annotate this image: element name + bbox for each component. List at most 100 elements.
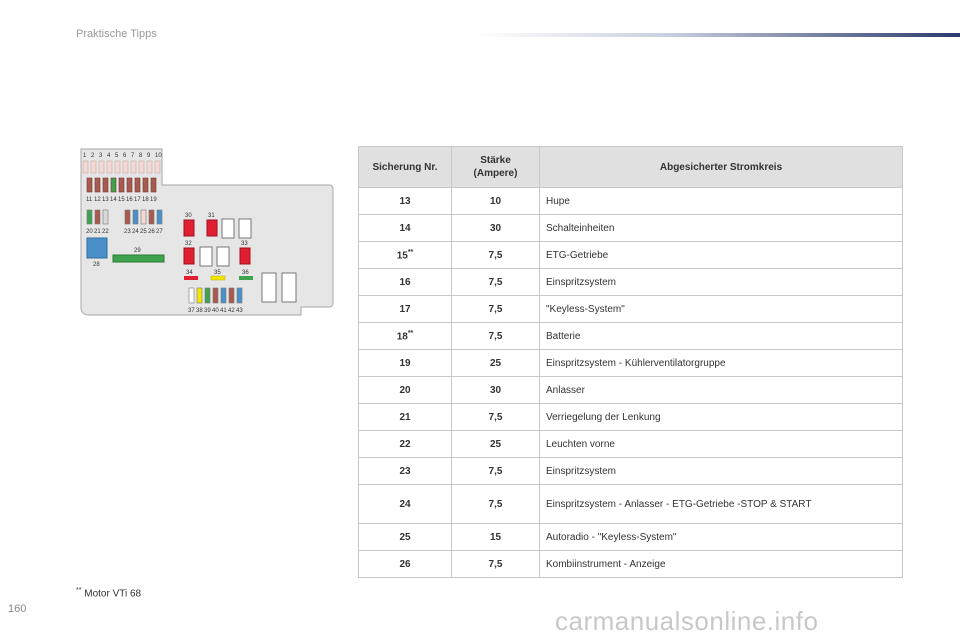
diagram-label-3: 3 xyxy=(99,153,103,159)
fuse-rating: 15 xyxy=(451,523,540,551)
fuse-number-cell: 22 xyxy=(358,430,452,458)
fuse-number: 20 xyxy=(399,384,411,396)
fuse-circuit: Einspritzsystem xyxy=(539,268,903,296)
fuse-number-cell: 19 xyxy=(358,349,452,377)
diagram-label-6: 6 xyxy=(123,153,127,159)
fuse-circuit: Kombiinstrument - Anzeige xyxy=(539,550,903,578)
diagram-label-24: 24 xyxy=(132,229,139,235)
fuse-footnote-mark: ** xyxy=(407,329,414,337)
table-row: 13 10 Hupe xyxy=(358,187,903,215)
fuse-box-diagram: 1 2 3 4 5 6 7 8 9 10 11 12 13 14 15 16 17 18 19 20 21 22 23 2… xyxy=(77,145,337,320)
mini-fuse xyxy=(86,209,93,225)
fuse-number: 14 xyxy=(399,222,411,234)
mini-fuse xyxy=(118,177,125,193)
fuse-rating: 30 xyxy=(451,376,540,404)
mini-fuse xyxy=(132,209,139,225)
fuse-number-cell: 14 xyxy=(358,214,452,242)
diagram-label-28: 28 xyxy=(93,262,100,268)
fuse-rating: 7,5 xyxy=(451,268,540,296)
mini-fuse xyxy=(150,177,157,193)
fuse-rating: 7,5 xyxy=(451,457,540,485)
diagram-label-41: 41 xyxy=(220,308,227,314)
mini-fuse xyxy=(220,287,227,304)
mini-fuse xyxy=(90,160,97,174)
fuse-table: Sicherung Nr. Stärke (Ampere) Abgesicher… xyxy=(358,146,903,578)
diagram-label-1: 1 xyxy=(83,153,87,159)
diagram-label-34: 34 xyxy=(186,270,193,276)
diagram-label-29: 29 xyxy=(134,248,141,254)
mini-fuse xyxy=(188,287,195,304)
fuse-rating: 30 xyxy=(451,214,540,242)
mini-fuse xyxy=(148,209,155,225)
fuse-number-cell: 18** xyxy=(358,322,452,350)
fuse-footnote-mark: ** xyxy=(407,248,414,256)
fuse-rating: 7,5 xyxy=(451,550,540,578)
mini-fuse xyxy=(94,209,101,225)
diagram-label-39: 39 xyxy=(204,308,211,314)
mini-fuse xyxy=(98,160,105,174)
diagram-label-32: 32 xyxy=(185,241,192,247)
fuse-rating: 7,5 xyxy=(451,403,540,431)
fuse-rating: 10 xyxy=(451,187,540,215)
diagram-label-18: 18 xyxy=(142,197,149,203)
mini-fuse xyxy=(94,177,101,193)
diagram-label-15: 15 xyxy=(118,197,125,203)
header-gradient-bar xyxy=(475,33,960,37)
diagram-label-11: 11 xyxy=(86,197,93,203)
fuse-number: 15 xyxy=(396,250,408,262)
table-row: 25 15 Autoradio - "Keyless-System" xyxy=(358,523,903,551)
footnote-text: Motor VTi 68 xyxy=(84,588,142,600)
table-row: 16 7,5 Einspritzsystem xyxy=(358,268,903,296)
mini-fuse xyxy=(196,287,203,304)
table-row: 15** 7,5 ETG-Getriebe xyxy=(358,241,903,269)
fuse-number-cell: 24 xyxy=(358,484,452,524)
diagram-label-31: 31 xyxy=(208,213,215,219)
mini-fuse xyxy=(102,209,109,225)
fuse-circuit: Einspritzsystem - Kühlerventilatorgruppe xyxy=(539,349,903,377)
fuse-circuit: Verriegelung der Lenkung xyxy=(539,403,903,431)
mini-fuse xyxy=(110,177,117,193)
table-row: 17 7,5 "Keyless-System" xyxy=(358,295,903,323)
fuse-rating: 7,5 xyxy=(451,295,540,323)
fuse-rating: 7,5 xyxy=(451,241,540,269)
diagram-label-43: 43 xyxy=(236,308,243,314)
fuse-table-header-row: Sicherung Nr. Stärke (Ampere) Abgesicher… xyxy=(358,146,903,188)
diagram-label-20: 20 xyxy=(86,229,93,235)
header-fuse-number-text: Sicherung Nr. xyxy=(372,161,438,173)
fuse-number-cell: 15** xyxy=(358,241,452,269)
fuse-circuit: "Keyless-System" xyxy=(539,295,903,323)
page-header-title: Praktische Tipps xyxy=(76,28,157,40)
mini-fuse xyxy=(130,160,137,174)
diagram-label-8: 8 xyxy=(139,153,143,159)
diagram-label-19: 19 xyxy=(150,197,157,203)
mini-fuse xyxy=(124,209,131,225)
diagram-label-30: 30 xyxy=(185,213,192,219)
mini-fuse xyxy=(140,209,147,225)
diagram-label-22: 22 xyxy=(102,229,109,235)
diagram-label-27: 27 xyxy=(156,229,163,235)
fuse-number: 25 xyxy=(399,531,411,543)
fuse-number-cell: 20 xyxy=(358,376,452,404)
diagram-label-26: 26 xyxy=(148,229,155,235)
fuse-number: 26 xyxy=(399,558,411,570)
table-row: 14 30 Schalteinheiten xyxy=(358,214,903,242)
mini-fuse xyxy=(138,160,145,174)
mini-fuse xyxy=(114,160,121,174)
diagram-label-36: 36 xyxy=(242,270,249,276)
diagram-label-17: 17 xyxy=(134,197,141,203)
diagram-label-42: 42 xyxy=(228,308,235,314)
fuse-number: 16 xyxy=(399,276,411,288)
fuse-number-cell: 21 xyxy=(358,403,452,431)
mini-fuse xyxy=(122,160,129,174)
diagram-label-13: 13 xyxy=(102,197,109,203)
fuse-circuit: Schalteinheiten xyxy=(539,214,903,242)
table-row: 26 7,5 Kombiinstrument - Anzeige xyxy=(358,550,903,578)
fuse-circuit: Batterie xyxy=(539,322,903,350)
fuse-circuit: ETG-Getriebe xyxy=(539,241,903,269)
diagram-label-35: 35 xyxy=(214,270,221,276)
fuse-number-cell: 23 xyxy=(358,457,452,485)
fuse-circuit: Hupe xyxy=(539,187,903,215)
diagram-label-7: 7 xyxy=(131,153,135,159)
fuse-rating: 25 xyxy=(451,430,540,458)
table-row: 23 7,5 Einspritzsystem xyxy=(358,457,903,485)
